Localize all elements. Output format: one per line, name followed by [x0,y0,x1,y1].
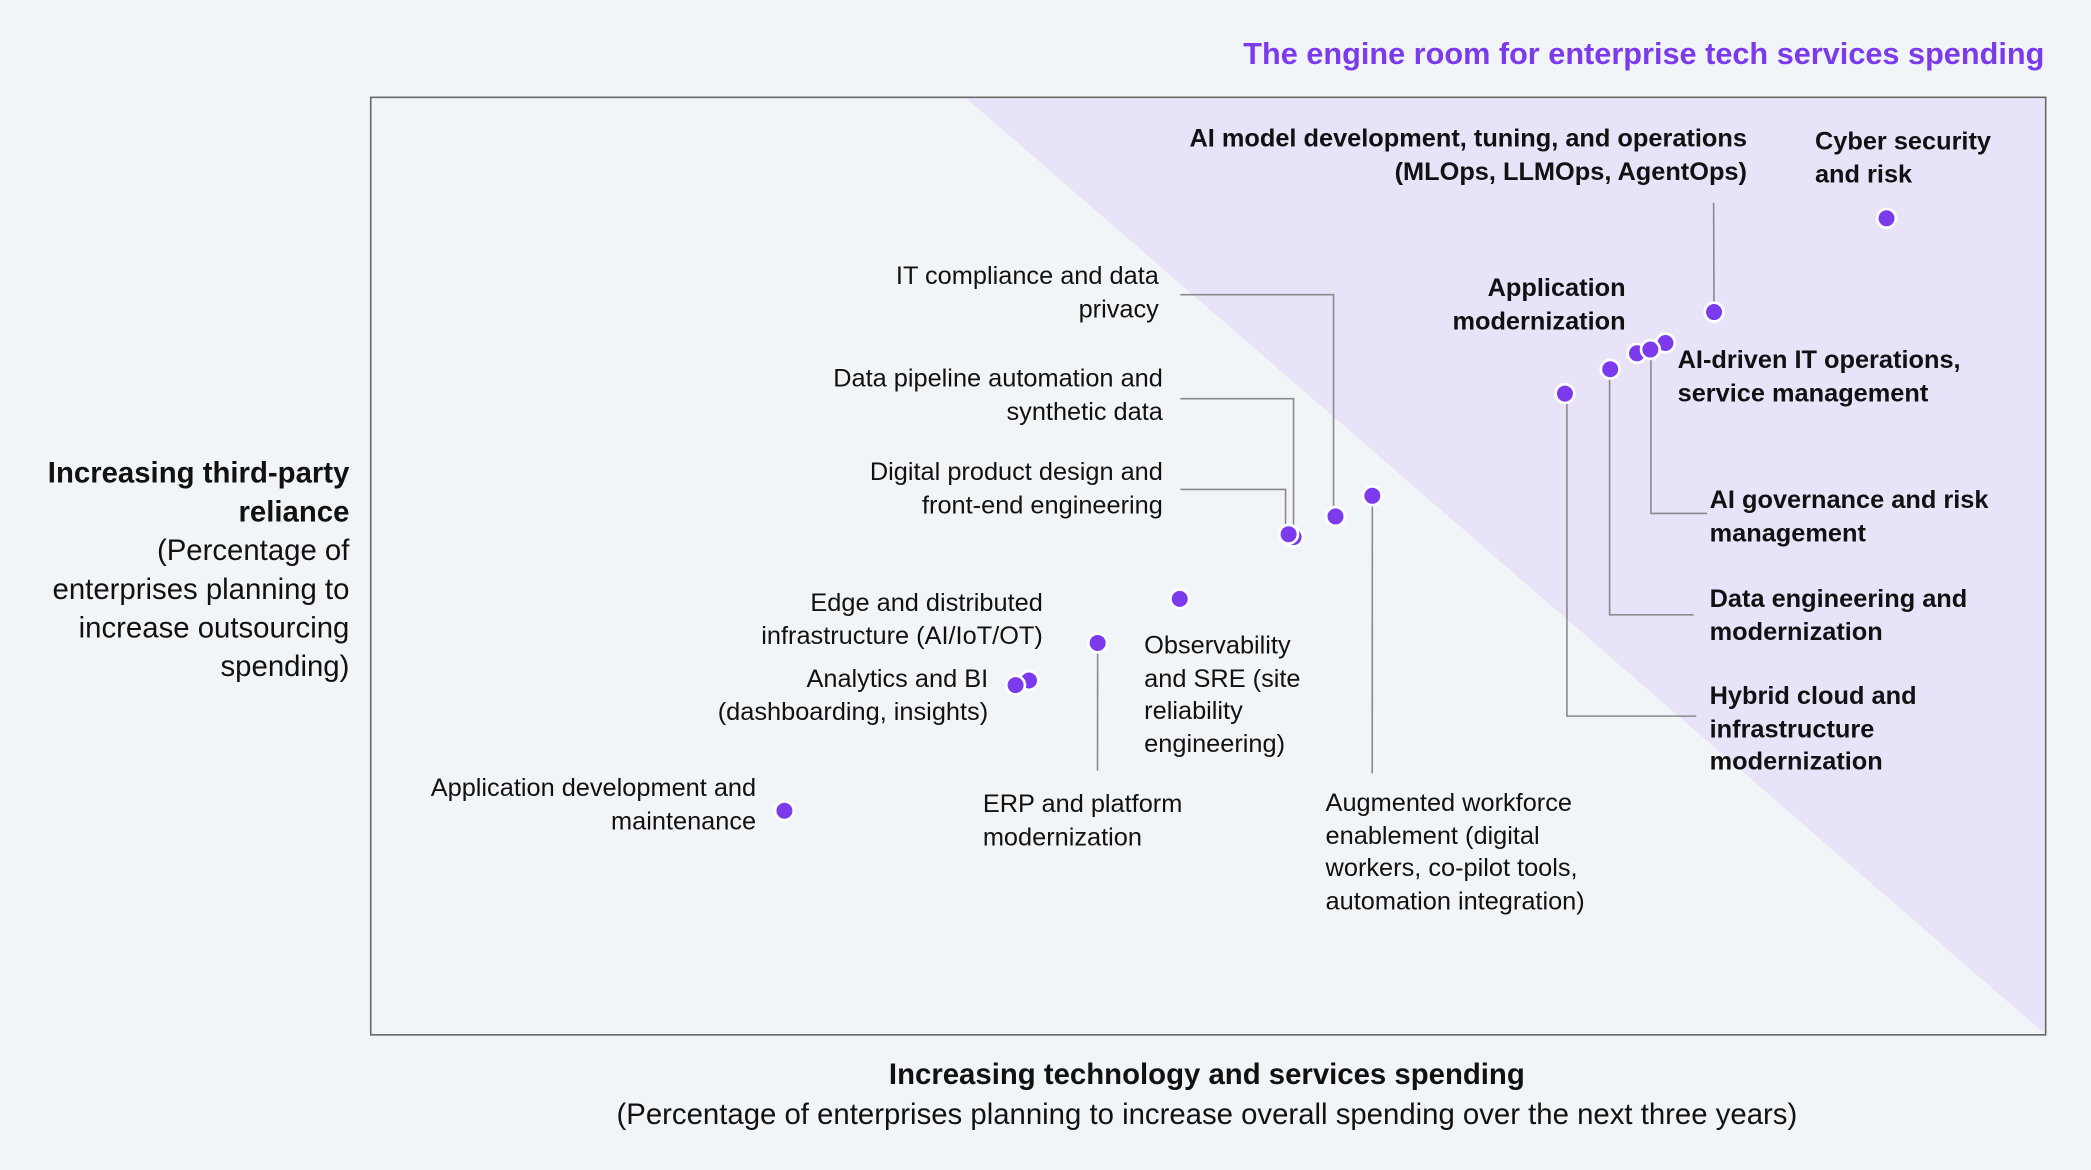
point [1875,207,1898,229]
point-label: Hybrid cloud and infrastructure moderniz… [1709,682,1917,777]
point-label: ERP and platform modernization [982,790,1183,852]
point-label: Cyber security and risk [1814,128,1992,189]
point [1324,505,1347,528]
point-label: Edge and distributed infrastructure (AI/… [761,589,1043,651]
point [1361,485,1384,507]
point-label: Application modernization [1452,274,1626,336]
y-axis-label: Increasing third-party reliance (Percent… [29,453,350,685]
point [1639,338,1662,361]
point-label: IT compliance and data privacy [895,262,1159,324]
point-label: Augmented workforce enablement (digital … [1325,789,1585,916]
leader-line [1180,293,1335,517]
point [1086,632,1109,654]
x-axis-label: Increasing technology and services spend… [400,1055,2014,1135]
leader-line [1180,488,1287,535]
point [1703,301,1725,323]
point-label: AI model development, tuning, and operat… [1189,125,1747,187]
point [1277,523,1300,545]
point [773,800,796,822]
point [1004,674,1027,696]
point [1554,382,1576,405]
point-label: Data engineering and modernization [1709,585,1968,647]
x-axis-subtitle: (Percentage of enterprises planning to i… [616,1097,1798,1131]
leader-line [1566,393,1697,717]
point-label: Digital product design and front-end eng… [869,458,1163,520]
point-label: Analytics and BI (dashboarding, insights… [717,665,989,727]
y-axis-title: Increasing third-party reliance [47,456,350,529]
point-label: Observability and SRE (site reliability … [1144,632,1301,759]
leader-line [1180,397,1295,538]
point-label: AI governance and risk management [1709,486,1989,548]
y-axis-subtitle: (Percentage of enterprises planning to i… [52,533,350,683]
point-label: Application development and maintenance [430,774,757,836]
leader-line [1608,369,1694,616]
point [1169,588,1191,610]
point [1599,358,1621,380]
x-axis-title: Increasing technology and services spend… [888,1057,1525,1091]
leader-line [1650,349,1707,515]
point-label: Data pipeline automation and synthetic d… [833,365,1163,427]
point-label: AI-driven IT operations, service managem… [1677,346,1961,408]
chart-title: The engine room for enterprise tech serv… [1243,36,2045,71]
